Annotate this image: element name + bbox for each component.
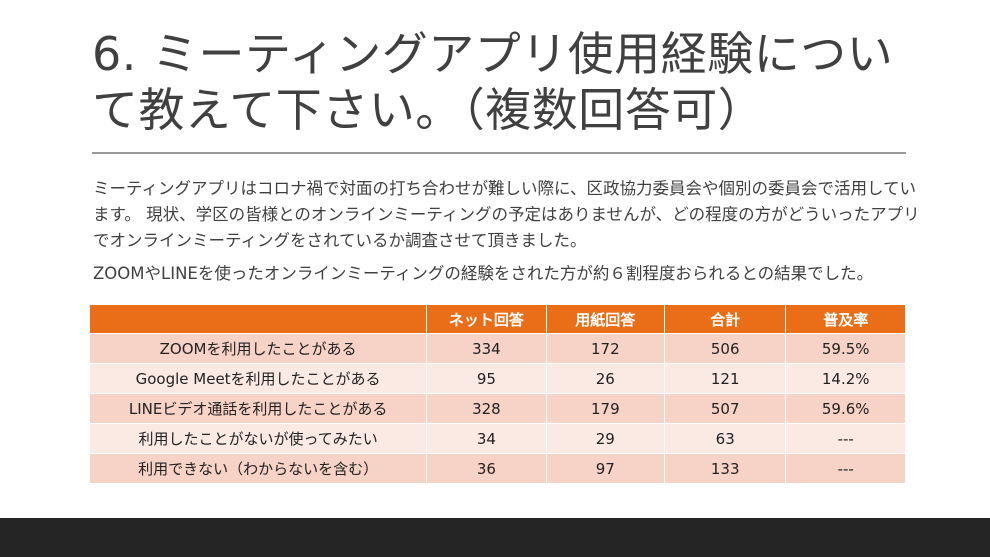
header-cell-label bbox=[90, 305, 428, 334]
table-header-row: ネット回答 用紙回答 合計 普及率 bbox=[90, 305, 905, 334]
net-count: 334 bbox=[427, 334, 547, 364]
table-row: 利用したことがないが使ってみたい 34 29 63 --- bbox=[90, 424, 905, 454]
row-label: ZOOMを利用したことがある bbox=[90, 334, 428, 364]
adoption-rate: --- bbox=[786, 454, 905, 484]
adoption-rate: 59.5% bbox=[786, 334, 905, 364]
table-row: ZOOMを利用したことがある 334 172 506 59.5% bbox=[90, 334, 905, 364]
table-row: Google Meetを利用したことがある 95 26 121 14.2% bbox=[90, 364, 905, 394]
net-count: 328 bbox=[427, 394, 547, 424]
total-count: 121 bbox=[665, 364, 787, 394]
total-count: 63 bbox=[665, 424, 787, 454]
row-label: Google Meetを利用したことがある bbox=[90, 364, 428, 394]
summary-paragraph: ZOOMやLINEを使ったオンラインミーティングの経験をされた方が約６割程度おら… bbox=[93, 264, 874, 283]
intro-paragraph: ミーティングアプリはコロナ禍で対面の打ち合わせが難しい際に、区政協力委員会や個別… bbox=[93, 179, 920, 250]
header-cell-total: 合計 bbox=[665, 305, 787, 334]
adoption-rate: --- bbox=[786, 424, 905, 454]
net-count: 36 bbox=[427, 454, 547, 484]
row-label: 利用できない（わからないを含む） bbox=[90, 454, 428, 484]
paper-count: 97 bbox=[546, 454, 666, 484]
row-label: 利用したことがないが使ってみたい bbox=[90, 424, 428, 454]
slide-title: 6. ミーティングアプリ使用経験について教えて下さい。（複数回答可） bbox=[92, 27, 894, 137]
row-label: LINEビデオ通話を利用したことがある bbox=[90, 394, 428, 424]
header-cell-net: ネット回答 bbox=[427, 305, 547, 334]
table-row: 利用できない（わからないを含む） 36 97 133 --- bbox=[90, 454, 905, 484]
paper-count: 179 bbox=[546, 394, 666, 424]
adoption-rate: 14.2% bbox=[786, 364, 905, 394]
paper-count: 26 bbox=[546, 364, 666, 394]
paper-count: 172 bbox=[546, 334, 666, 364]
adoption-rate: 59.6% bbox=[786, 394, 905, 424]
total-count: 133 bbox=[665, 454, 787, 484]
table-row: LINEビデオ通話を利用したことがある 328 179 507 59.6% bbox=[90, 394, 905, 424]
header-cell-rate: 普及率 bbox=[786, 305, 905, 334]
results-table: ネット回答 用紙回答 合計 普及率 ZOOMを利用したことがある 334 172… bbox=[90, 305, 905, 484]
paper-count: 29 bbox=[546, 424, 666, 454]
net-count: 34 bbox=[427, 424, 547, 454]
total-count: 506 bbox=[665, 334, 787, 364]
net-count: 95 bbox=[427, 364, 547, 394]
title-divider bbox=[92, 152, 906, 154]
total-count: 507 bbox=[665, 394, 787, 424]
header-cell-paper: 用紙回答 bbox=[546, 305, 666, 334]
footer-bar bbox=[0, 518, 990, 557]
